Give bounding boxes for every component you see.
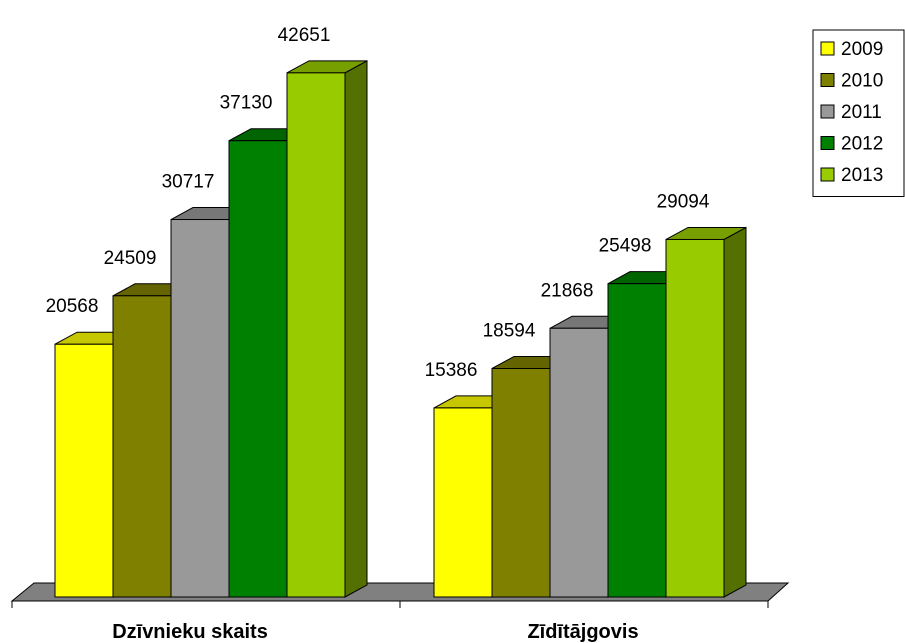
legend-swatch: [820, 104, 835, 119]
legend: 2009 2010 2011 2012 2013: [812, 29, 905, 197]
data-label: 25498: [599, 236, 652, 257]
data-label: 42651: [278, 25, 331, 46]
x-axis: Dzīvnieku skaits Zīdītājgovis: [11, 600, 769, 643]
bar-front: [491, 368, 551, 598]
bar-front: [549, 327, 609, 598]
bar: [286, 60, 368, 598]
bar-side: [723, 226, 747, 598]
bar-front: [607, 283, 667, 598]
bars: [54, 60, 747, 598]
data-label: 15386: [425, 360, 478, 381]
data-label: 29094: [657, 191, 710, 212]
bar-front: [665, 238, 725, 598]
data-labels: 20568 24509 30717 37130 42651 153861859421868…: [46, 25, 710, 381]
legend-swatch: [820, 41, 835, 56]
data-label: 18594: [483, 321, 536, 342]
legend-label: 2009: [841, 39, 883, 60]
bar-front: [228, 140, 288, 598]
bar-front: [170, 219, 230, 598]
data-label: 20568: [46, 296, 99, 317]
legend-label: 2011: [841, 102, 882, 123]
data-label: 24509: [104, 248, 157, 269]
bar-front: [286, 72, 346, 598]
bar-front: [54, 343, 114, 598]
category-label: Zīdītājgovis: [527, 621, 638, 643]
data-label: 21868: [541, 280, 594, 301]
data-label: 37130: [220, 93, 273, 114]
data-label: 30717: [162, 172, 215, 193]
legend-swatch: [820, 136, 835, 150]
bar-front: [433, 407, 493, 598]
legend-swatch: [820, 167, 835, 182]
legend-label: 2010: [841, 71, 883, 92]
category-label: Dzīvnieku skaits: [112, 621, 268, 643]
bar-side: [344, 60, 368, 598]
legend-swatch: [820, 73, 835, 87]
legend-label: 2013: [841, 165, 883, 186]
bar: [665, 226, 747, 598]
legend-label: 2012: [841, 134, 883, 155]
bar-front: [112, 295, 172, 598]
